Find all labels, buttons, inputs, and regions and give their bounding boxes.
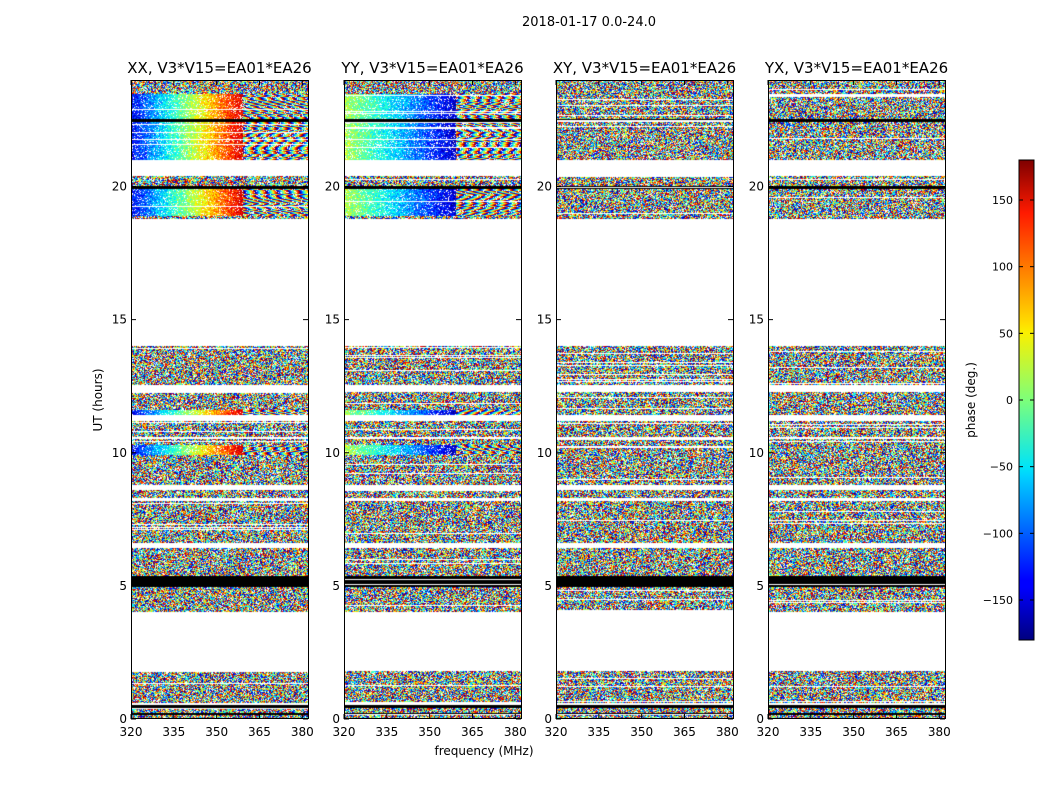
x-tick-label: 350 [205,725,228,739]
x-tick-label: 335 [587,725,610,739]
y-tick-label: 15 [325,313,340,327]
y-tick-label: 5 [756,579,764,593]
panel-title: XY, V3*V15=EA01*EA26 [553,59,736,77]
panel-xx: XX, V3*V15=EA01*EA26 320 335 350 365 380 0 5 10 1… [112,59,314,739]
panel-xy: XY, V3*V15=EA01*EA26 320 335 350 365 380 0 5 10 1… [537,59,739,739]
y-tick-label: 20 [749,180,764,194]
panel-title: YY, V3*V15=EA01*EA26 [340,59,523,77]
x-tick-label: 380 [504,725,527,739]
y-tick-label: 0 [332,712,340,726]
colorbar: −150 −100 −50 0 50 100 150 phase (deg.) [964,159,1035,641]
x-tick-label: 350 [418,725,441,739]
x-tick-label: 365 [461,725,484,739]
panel-heatmap [768,80,945,719]
y-axis-label: UT (hours) [91,368,105,431]
colorbar-tick-label: 150 [992,194,1013,207]
y-tick-label: 10 [537,446,552,460]
panel-title: XX, V3*V15=EA01*EA26 [127,59,311,77]
colorbar-label: phase (deg.) [964,362,978,438]
x-tick-label: 365 [248,725,271,739]
y-tick-label: 10 [112,446,127,460]
panel-frame [768,80,946,719]
y-tick-label: 20 [537,180,552,194]
x-tick-label: 335 [799,725,822,739]
x-tick-label: 335 [375,725,398,739]
panel-heatmap [344,80,521,719]
colorbar-tick-label: −150 [983,594,1013,607]
panel-heatmap [556,80,733,719]
y-tick-label: 20 [112,180,127,194]
x-tick-label: 320 [120,725,143,739]
panel-yx: YX, V3*V15=EA01*EA26 320 335 350 365 380 0 5 10 1… [749,59,951,739]
panel-yy: YY, V3*V15=EA01*EA26 320 335 350 365 380 0 5 10 1… [325,59,527,739]
panel-title: YX, V3*V15=EA01*EA26 [764,59,948,77]
x-tick-label: 380 [291,725,314,739]
x-axis-label: frequency (MHz) [434,744,533,758]
y-tick-label: 5 [544,579,552,593]
y-tick-label: 10 [325,446,340,460]
colorbar-tick-label: 50 [999,327,1013,340]
y-tick-label: 15 [749,313,764,327]
x-tick-label: 320 [757,725,780,739]
y-tick-label: 0 [119,712,127,726]
y-tick-label: 10 [749,446,764,460]
y-tick-label: 5 [332,579,340,593]
panel-frame [556,80,734,719]
panel-frame [344,80,522,719]
x-tick-label: 380 [716,725,739,739]
figure-suptitle: 2018-01-17 0.0-24.0 [522,15,656,30]
x-tick-label: 350 [842,725,865,739]
y-tick-label: 5 [119,579,127,593]
x-tick-label: 320 [333,725,356,739]
x-tick-label: 335 [162,725,185,739]
panel-frame [131,80,309,719]
y-tick-label: 15 [537,313,552,327]
x-tick-label: 365 [885,725,908,739]
colorbar-tick-label: −50 [990,461,1013,474]
colorbar-tick-label: 0 [1006,394,1013,407]
colorbar-tick-label: −100 [983,527,1013,540]
x-tick-label: 320 [545,725,568,739]
y-tick-label: 0 [756,712,764,726]
x-tick-label: 350 [630,725,653,739]
y-tick-label: 15 [112,313,127,327]
y-tick-label: 20 [325,180,340,194]
x-tick-label: 365 [673,725,696,739]
y-tick-label: 0 [544,712,552,726]
colorbar-tick-label: 100 [992,261,1013,274]
panel-heatmap [131,80,308,719]
x-tick-label: 380 [928,725,951,739]
